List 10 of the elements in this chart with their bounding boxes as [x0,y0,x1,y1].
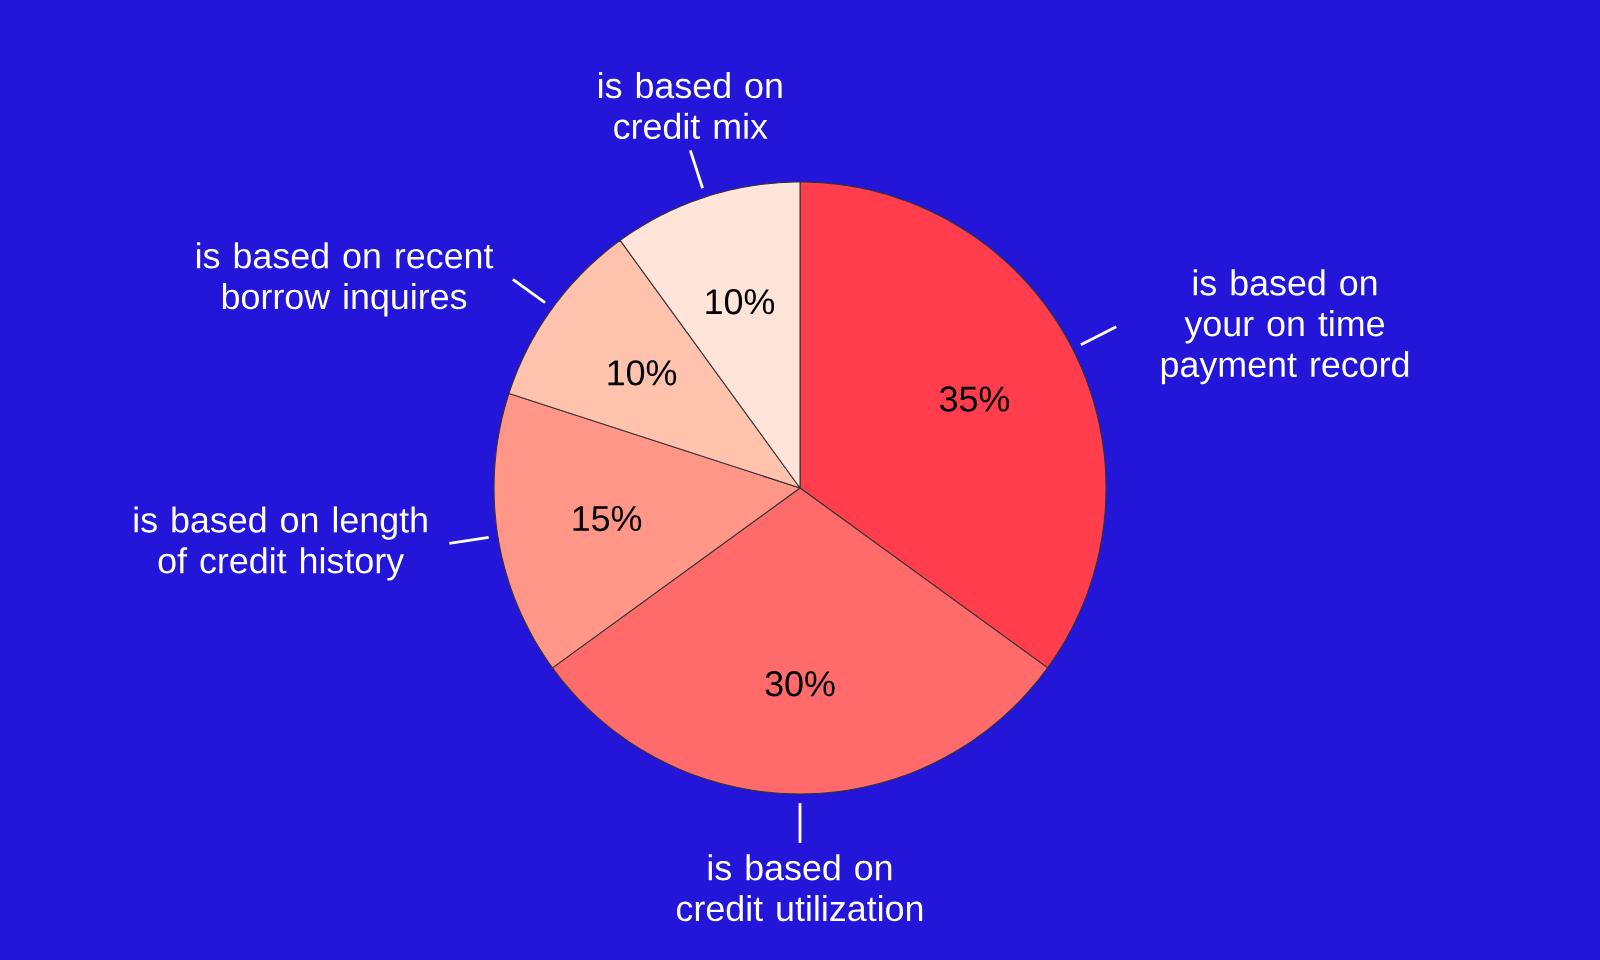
data-label: 15% [573,506,642,532]
slice-label: is based on length of credit history [134,506,427,581]
data-label: 10% [608,360,677,386]
data-label: 35% [940,386,1010,412]
data-label: 10% [706,289,775,315]
data-label: 30% [765,671,835,697]
slice-label: is based on credit utilization [677,854,923,922]
slice-label: is based on recent borrow inquires [197,242,494,317]
slice-label: is based on credit mix [599,72,782,140]
slice-label: is based on your on time payment record [1161,269,1409,385]
